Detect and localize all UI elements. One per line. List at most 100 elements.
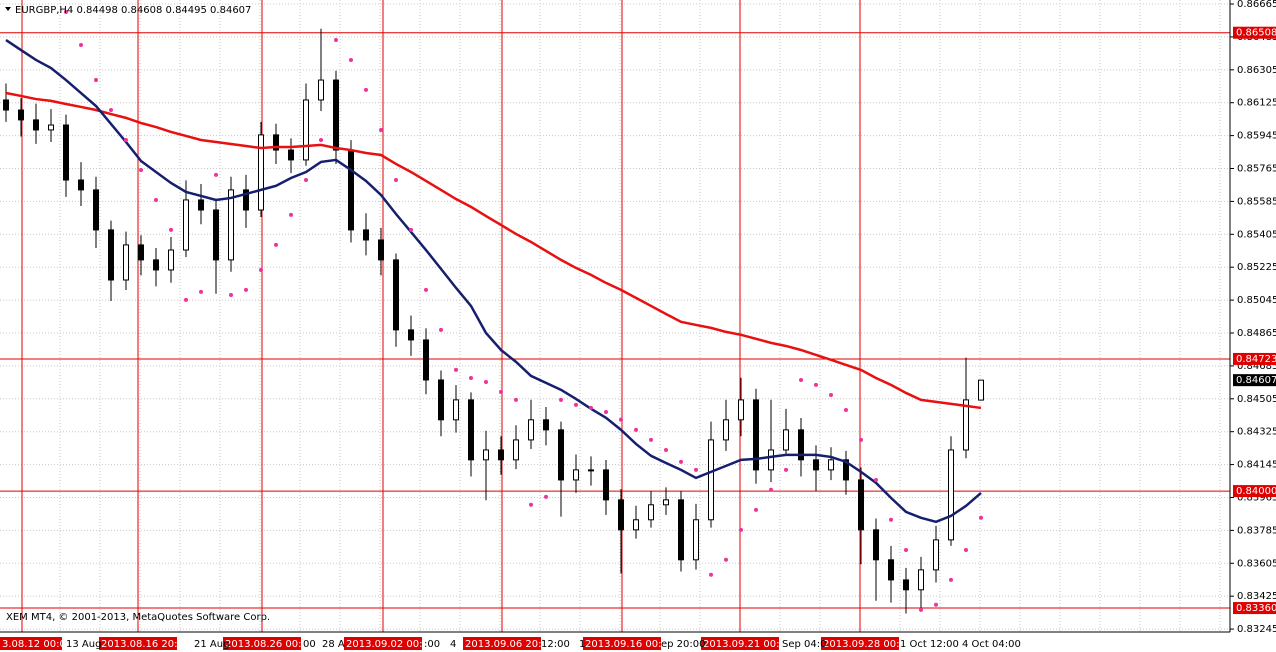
sar-dot bbox=[319, 137, 323, 142]
candle-body bbox=[513, 439, 519, 461]
sar-dot bbox=[184, 297, 188, 302]
candle-body bbox=[423, 339, 429, 381]
grid bbox=[0, 0, 1230, 632]
sar-dot bbox=[514, 397, 518, 402]
candle-body bbox=[168, 249, 174, 271]
candle-body bbox=[63, 124, 69, 181]
y-tick-label: 0.85225 bbox=[1237, 262, 1276, 273]
candle-body bbox=[183, 199, 189, 251]
period-label-box bbox=[701, 637, 779, 650]
candle-body bbox=[633, 519, 639, 531]
candle-body bbox=[873, 529, 879, 561]
sar-dot bbox=[364, 87, 368, 92]
sar-dot bbox=[859, 437, 863, 442]
candle-body bbox=[573, 469, 579, 481]
candle-body bbox=[768, 449, 774, 471]
candle-body bbox=[318, 79, 324, 101]
menu-arrow[interactable] bbox=[5, 7, 11, 11]
sar-dot bbox=[814, 382, 818, 387]
period-label: 2013.09.06 20:00 bbox=[465, 639, 554, 650]
candle-body bbox=[348, 149, 354, 231]
candle-body bbox=[93, 189, 99, 231]
sar-dot bbox=[109, 108, 113, 113]
level-label: 0.86508 bbox=[1236, 28, 1276, 39]
x-tick-label: Sep 04:0 bbox=[782, 639, 826, 650]
candle-body bbox=[408, 329, 414, 341]
y-tick-label: 0.84865 bbox=[1237, 328, 1276, 339]
candle-body bbox=[3, 99, 9, 111]
period-label-box bbox=[463, 637, 541, 650]
y-tick-label: 0.85765 bbox=[1237, 164, 1276, 175]
sar-dot bbox=[754, 507, 758, 512]
sar-dot bbox=[784, 467, 788, 472]
x-tick-label: 4 bbox=[450, 639, 456, 650]
sar-dot bbox=[64, 10, 68, 15]
sar-dot bbox=[919, 607, 923, 612]
sar-dot bbox=[589, 405, 593, 410]
y-tick-label: 0.84145 bbox=[1237, 460, 1276, 471]
candle-body bbox=[498, 449, 504, 461]
sar-dot bbox=[229, 292, 233, 297]
candle-body bbox=[918, 569, 924, 591]
candle-body bbox=[678, 499, 684, 561]
sar-dot bbox=[949, 577, 953, 582]
sar-dot bbox=[724, 557, 728, 562]
level-label: 0.83360 bbox=[1236, 603, 1276, 614]
y-tick-label: 0.83245 bbox=[1237, 624, 1276, 635]
candle-body bbox=[798, 429, 804, 461]
candle-body bbox=[258, 134, 264, 211]
y-tick-label: 0.83605 bbox=[1237, 558, 1276, 569]
y-tick-label: 0.85405 bbox=[1237, 229, 1276, 240]
candle-body bbox=[273, 134, 279, 151]
period-label: 2013.09.21 00:00 bbox=[703, 639, 792, 650]
sar-dot bbox=[679, 459, 683, 464]
period-label-box bbox=[223, 637, 301, 650]
price-label: 0.84607 bbox=[1236, 375, 1276, 386]
sar-dot bbox=[379, 127, 383, 132]
sar-dot bbox=[94, 78, 98, 83]
candle-body bbox=[393, 259, 399, 331]
candle-body bbox=[693, 519, 699, 561]
candle-body bbox=[288, 149, 294, 161]
sar-dot bbox=[964, 547, 968, 552]
sar-dot bbox=[574, 402, 578, 407]
sar-dot bbox=[769, 487, 773, 492]
candle-body bbox=[618, 499, 624, 531]
candle-body bbox=[738, 399, 744, 421]
sar-dot bbox=[844, 407, 848, 412]
sar-dot bbox=[424, 287, 428, 292]
candle-body bbox=[903, 579, 909, 591]
sar-dot bbox=[529, 502, 533, 507]
candle-body bbox=[333, 79, 339, 151]
sar-dot bbox=[904, 547, 908, 552]
candle-body bbox=[78, 179, 84, 191]
y-tick-label: 0.84685 bbox=[1237, 361, 1276, 372]
sar-dot bbox=[304, 178, 308, 183]
x-tick-label: 4 Oct 04:00 bbox=[962, 639, 1021, 650]
sar-dot bbox=[139, 167, 143, 172]
sar-dot bbox=[124, 137, 128, 142]
period-label: 2013.08.16 20:00 bbox=[101, 639, 190, 650]
candle-body bbox=[813, 459, 819, 471]
candle-body bbox=[978, 379, 984, 401]
sar-dot bbox=[259, 267, 263, 272]
candle-body bbox=[588, 469, 594, 472]
level-label-box bbox=[1233, 352, 1276, 365]
candle-body bbox=[468, 399, 474, 461]
candle-body bbox=[453, 399, 459, 421]
x-tick-label: :00 bbox=[424, 639, 440, 650]
sar-dot bbox=[214, 172, 218, 177]
candle-body bbox=[378, 239, 384, 261]
y-tick-label: 0.85585 bbox=[1237, 196, 1276, 207]
sar-dot bbox=[334, 38, 338, 43]
price-label-box bbox=[1233, 374, 1276, 387]
y-tick-label: 0.86125 bbox=[1237, 98, 1276, 109]
sar-dot bbox=[469, 375, 473, 380]
level-label-box bbox=[1233, 26, 1276, 39]
candle-body bbox=[18, 109, 24, 121]
candle-body bbox=[888, 559, 894, 581]
sar-dot bbox=[289, 212, 293, 217]
sar-dot bbox=[739, 527, 743, 532]
y-tick-label: 0.86305 bbox=[1237, 65, 1276, 76]
